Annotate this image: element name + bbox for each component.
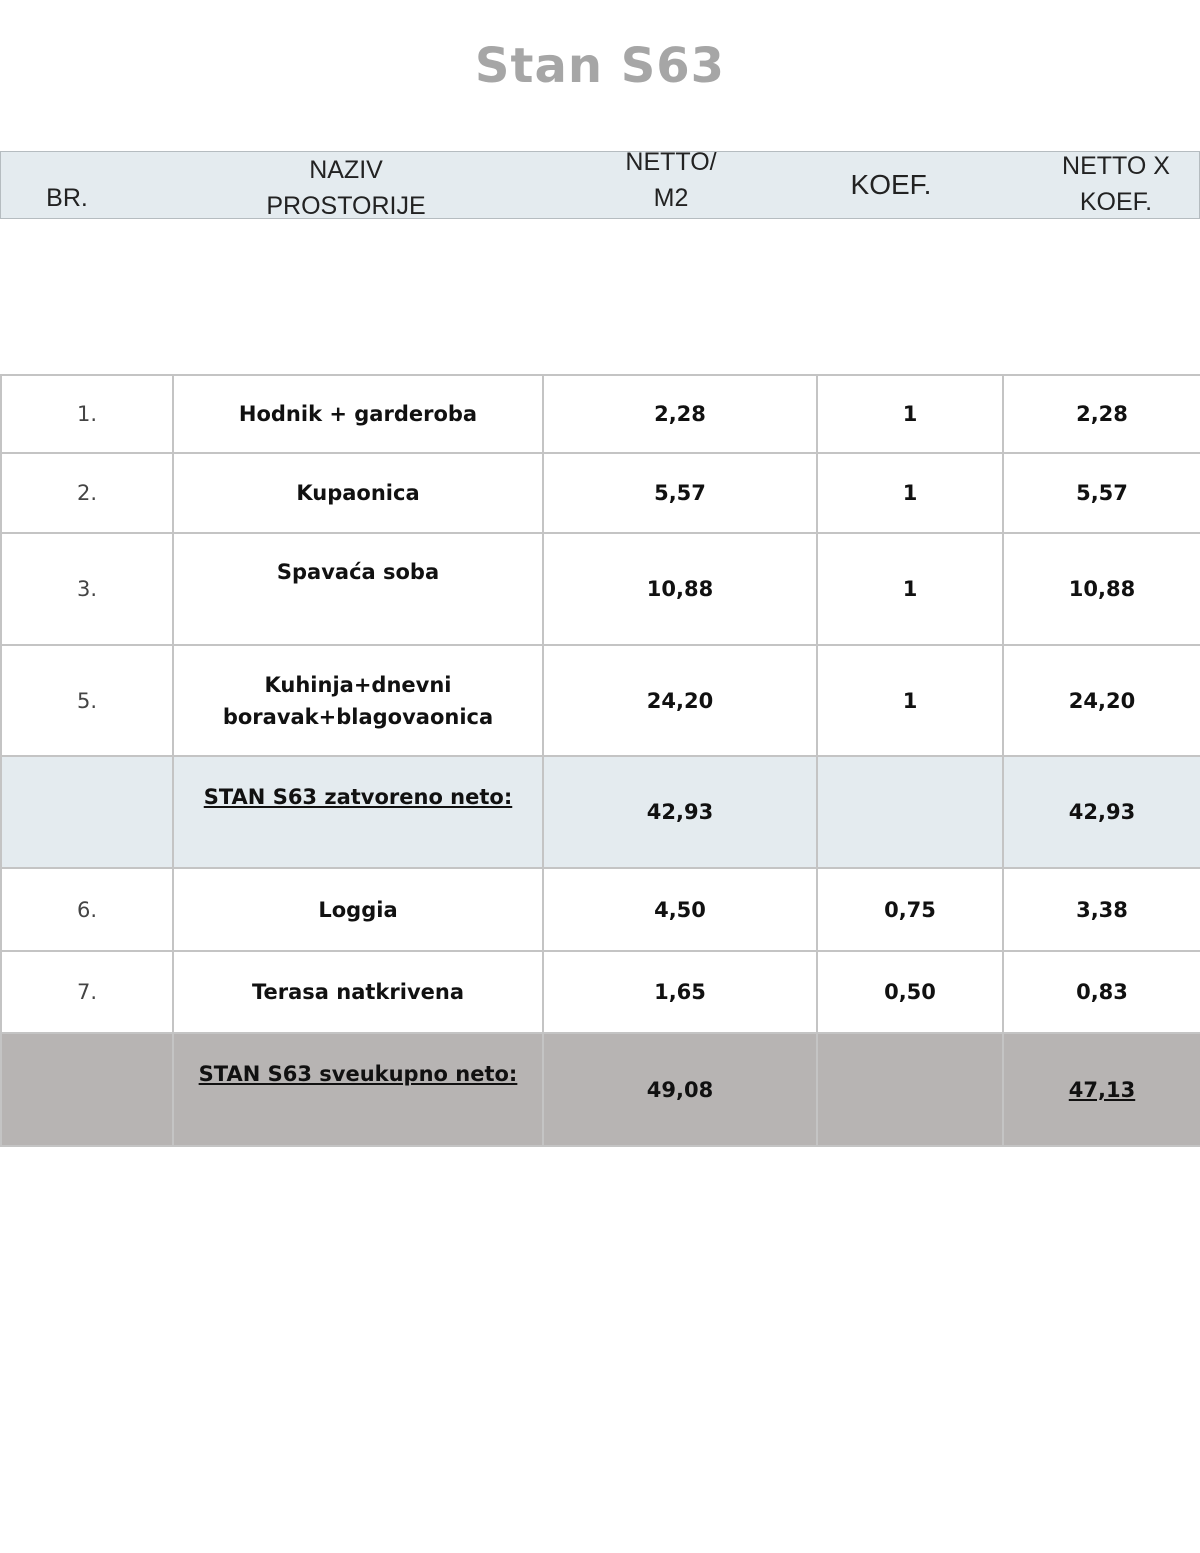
cell-netto: 5,57 [542, 452, 818, 534]
cell-naziv: Loggia [172, 867, 544, 952]
cell-netto-x-koef: 3,38 [1002, 867, 1200, 952]
cell-br: 2. [0, 452, 174, 534]
table-row: 3. Spavaća soba 10,88 1 10,88 [0, 532, 1200, 646]
header-koef: KOEF. [850, 169, 932, 200]
cell-netto: 24,20 [542, 644, 818, 757]
cell-netto: 1,65 [542, 950, 818, 1034]
header-netto-x-koef: NETTO X KOEF. [1062, 152, 1170, 216]
cell-naziv: Hodnik + garderoba [172, 374, 544, 454]
cell-koef: 1 [816, 452, 1004, 534]
header-naziv: NAZIV PROSTORIJE [266, 156, 426, 220]
subtotal-row: STAN S63 zatvoreno neto: 42,93 42,93 [0, 755, 1200, 869]
subtotal-label: STAN S63 zatvoreno neto: [203, 785, 513, 809]
cell-koef: 0,50 [816, 950, 1004, 1034]
cell-netto-x-koef: 0,83 [1002, 950, 1200, 1034]
cell-netto-x-koef: 24,20 [1002, 644, 1200, 757]
cell-naziv: Kuhinja+dnevni boravak+blagovaonica [172, 644, 544, 757]
table-row: 7. Terasa natkrivena 1,65 0,50 0,83 [0, 950, 1200, 1034]
cell-br: 7. [0, 950, 174, 1034]
cell-netto-x-koef: 42,93 [1002, 755, 1200, 869]
page-title: Stan S63 [474, 38, 726, 94]
table-row: 2. Kupaonica 5,57 1 5,57 [0, 452, 1200, 534]
cell-koef: 1 [816, 532, 1004, 646]
cell-netto: 2,28 [542, 374, 818, 454]
table-row: 5. Kuhinja+dnevni boravak+blagovaonica 24… [0, 644, 1200, 757]
table-row: 1. Hodnik + garderoba 2,28 1 2,28 [0, 374, 1200, 454]
cell-koef: 0,75 [816, 867, 1004, 952]
cell-koef: 1 [816, 644, 1004, 757]
cell-br: 5. [0, 644, 174, 757]
cell-br: 6. [0, 867, 174, 952]
cell-netto-x-koef: 2,28 [1002, 374, 1200, 454]
cell-naziv: Terasa natkrivena [172, 950, 544, 1034]
cell-br [0, 1032, 174, 1147]
rooms-table: 1. Hodnik + garderoba 2,28 1 2,28 2. Kup… [0, 374, 1200, 1147]
cell-koef: 1 [816, 374, 1004, 454]
cell-naziv: STAN S63 zatvoreno neto: [172, 755, 544, 869]
table-header: BR. NAZIV PROSTORIJE NETTO/M2 KOEF. NETTO… [0, 148, 1200, 220]
cell-br [0, 755, 174, 869]
cell-netto: 49,08 [542, 1032, 818, 1147]
table-row: 6. Loggia 4,50 0,75 3,38 [0, 867, 1200, 952]
total-label: STAN S63 sveukupno neto: [198, 1062, 518, 1086]
cell-koef [816, 755, 1004, 869]
total-row: STAN S63 sveukupno neto: 49,08 47,13 [0, 1032, 1200, 1147]
cell-koef [816, 1032, 1004, 1147]
cell-netto: 42,93 [542, 755, 818, 869]
cell-netto: 4,50 [542, 867, 818, 952]
header-br: BR. [46, 184, 88, 212]
cell-br: 3. [0, 532, 174, 646]
header-netto: NETTO/M2 [625, 148, 717, 212]
cell-netto-x-koef: 5,57 [1002, 452, 1200, 534]
cell-naziv: STAN S63 sveukupno neto: [172, 1032, 544, 1147]
cell-naziv: Kupaonica [172, 452, 544, 534]
cell-naziv: Spavaća soba [172, 532, 544, 646]
cell-netto: 10,88 [542, 532, 818, 646]
cell-netto-x-koef: 47,13 [1002, 1032, 1200, 1147]
cell-br: 1. [0, 374, 174, 454]
cell-netto-x-koef: 10,88 [1002, 532, 1200, 646]
